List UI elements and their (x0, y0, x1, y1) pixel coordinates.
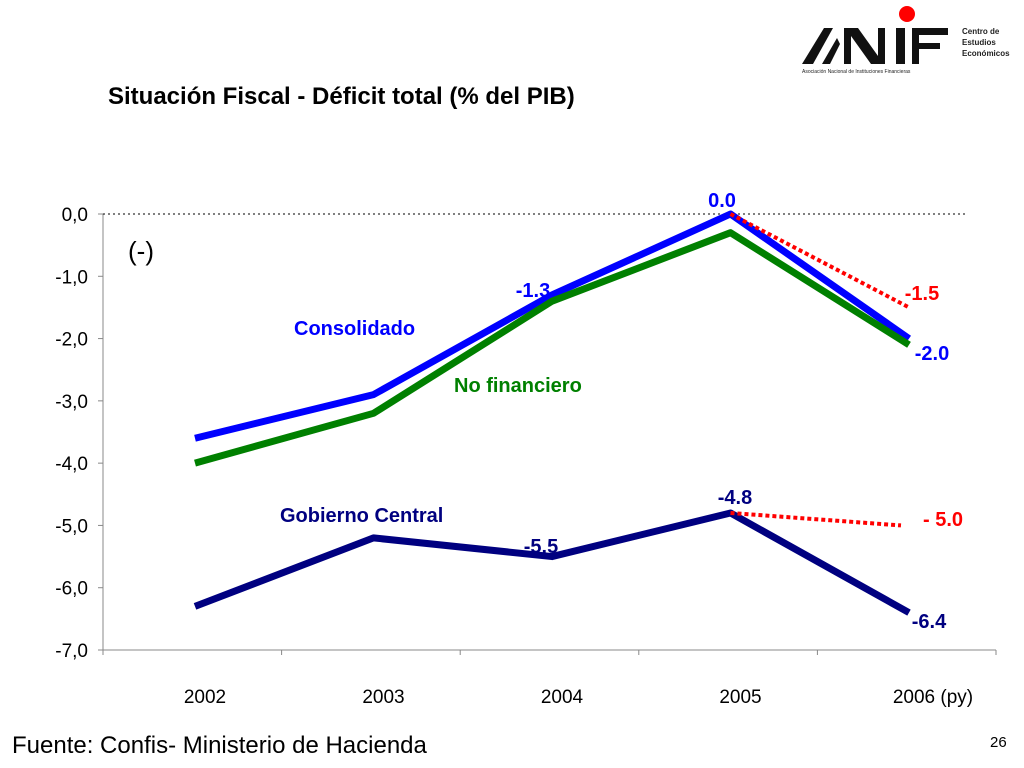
y-tick-label: -4,0 (55, 454, 88, 475)
series-label: Consolidado (294, 318, 415, 340)
logo-center-line: Estudios (962, 38, 996, 47)
data-label: -2.0 (915, 343, 949, 365)
chart-title: Situación Fiscal - Déficit total (% del … (108, 83, 575, 110)
logo-center-text: Centro de Estudios Económicos (962, 26, 1024, 59)
series-label: No financiero (454, 375, 582, 397)
data-label: -4.8 (718, 487, 752, 509)
y-tick-label: 0,0 (62, 205, 88, 226)
data-label: -6.4 (912, 611, 947, 633)
sign-note: (-) (128, 236, 154, 266)
anif-logo (802, 6, 948, 64)
y-tick-label: -1,0 (55, 267, 88, 288)
y-tick-label: -3,0 (55, 392, 88, 413)
data-label: - 5.0 (923, 509, 963, 531)
projection-line (730, 510, 902, 528)
y-tick-label: -5,0 (55, 516, 88, 537)
y-tick-label: -2,0 (55, 330, 88, 351)
logo-wordmark (802, 28, 948, 64)
projection-line (729, 212, 910, 310)
y-tick-label: -6,0 (55, 579, 88, 600)
x-tick-label: 2003 (362, 687, 404, 708)
series-line (194, 229, 911, 467)
data-label: 0.0 (708, 190, 736, 212)
logo-dot (899, 6, 915, 22)
logo-org-line: Asociación Nacional de Instituciones Fin… (802, 69, 911, 75)
logo-center-line: Económicos (962, 49, 1010, 58)
series-label: Gobierno Central (280, 505, 443, 527)
data-label: -5.5 (524, 536, 558, 558)
data-label: -1.3 (516, 280, 550, 302)
series-line (194, 210, 912, 442)
y-tick-label: -7,0 (55, 641, 88, 662)
x-tick-label: 2002 (184, 687, 226, 708)
page-number: 26 (990, 734, 1007, 751)
x-tick-label: 2004 (541, 687, 584, 708)
x-tick-label: 2005 (719, 687, 761, 708)
source-note: Fuente: Confis- Ministerio de Hacienda (12, 732, 427, 759)
series-line (193, 509, 911, 616)
logo-center-line: Centro de (962, 27, 1000, 36)
data-label: -1.5 (905, 283, 939, 305)
x-tick-label: 2006 (py) (893, 687, 973, 708)
